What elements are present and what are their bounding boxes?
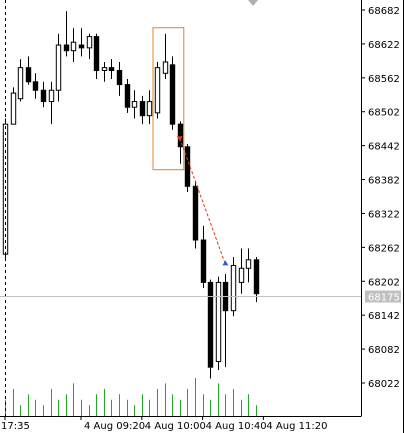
candle-bullish bbox=[230, 264, 237, 312]
price-tick-label: 68382 bbox=[368, 176, 400, 187]
price-tick-label: 68022 bbox=[368, 379, 400, 390]
sell-arrow-icon bbox=[176, 136, 183, 142]
candle-bearish bbox=[32, 81, 39, 91]
buy-arrow-icon bbox=[222, 260, 229, 266]
candle-bullish bbox=[238, 267, 245, 283]
candle-bearish bbox=[63, 44, 70, 52]
candle-bullish bbox=[131, 101, 138, 108]
trade-connection-line bbox=[179, 138, 226, 265]
candle-bearish bbox=[207, 281, 214, 368]
candle-bearish bbox=[116, 69, 123, 86]
candle-bullish bbox=[146, 101, 153, 117]
candle-bearish bbox=[177, 123, 184, 148]
candle-bearish bbox=[25, 67, 32, 83]
price-tick-label: 68562 bbox=[368, 74, 400, 85]
overlay bbox=[152, 27, 229, 266]
candle-bullish bbox=[162, 61, 169, 74]
candle-bullish bbox=[215, 281, 222, 363]
candle-bullish bbox=[70, 41, 77, 52]
candle-bullish bbox=[10, 92, 17, 125]
candle-bearish bbox=[124, 84, 131, 108]
candle-bullish bbox=[154, 67, 161, 114]
candle-bullish bbox=[55, 44, 62, 91]
price-tick-label: 68442 bbox=[368, 142, 400, 153]
candle-bearish bbox=[93, 36, 100, 71]
price-tick-label: 68682 bbox=[368, 6, 400, 17]
candle-bullish bbox=[245, 259, 252, 269]
candle-bearish bbox=[200, 239, 207, 283]
time-tick-label: 17:35 bbox=[1, 421, 30, 432]
candle-bearish bbox=[184, 146, 191, 187]
price-tick-label: 68502 bbox=[368, 108, 400, 119]
candle-bullish bbox=[101, 67, 108, 71]
scroll-shift-marker-icon bbox=[248, 0, 258, 6]
highlight-box bbox=[152, 27, 185, 171]
time-tick-label: 4 Aug 11:20 bbox=[266, 421, 327, 432]
volume-bars bbox=[5, 378, 257, 416]
price-tick-label: 68142 bbox=[368, 311, 400, 322]
candle-bearish bbox=[139, 101, 146, 117]
candle-bearish bbox=[40, 89, 47, 103]
price-tick-label: 68622 bbox=[368, 40, 400, 51]
candle-bullish bbox=[48, 89, 55, 103]
candle-bearish bbox=[253, 259, 260, 295]
price-tick-label: 68082 bbox=[368, 345, 400, 356]
price-tick-label: 68262 bbox=[368, 243, 400, 254]
price-tick-label: 68202 bbox=[368, 277, 400, 288]
current-price-label: 68175 bbox=[368, 293, 400, 304]
time-tick-label: 4 Aug 10:00 bbox=[145, 421, 206, 432]
candle-bearish bbox=[108, 67, 115, 71]
time-tick-label: 4 Aug 09:20 bbox=[84, 421, 145, 432]
candle-bullish bbox=[17, 67, 24, 100]
price-tick-label: 68322 bbox=[368, 209, 400, 220]
candle-bullish bbox=[86, 36, 93, 49]
candle-bearish bbox=[169, 64, 176, 125]
candle-bearish bbox=[78, 44, 85, 49]
time-tick-label: 4 Aug 10:40 bbox=[206, 421, 267, 432]
current-price-badge bbox=[365, 290, 401, 303]
candle-bearish bbox=[192, 185, 199, 241]
